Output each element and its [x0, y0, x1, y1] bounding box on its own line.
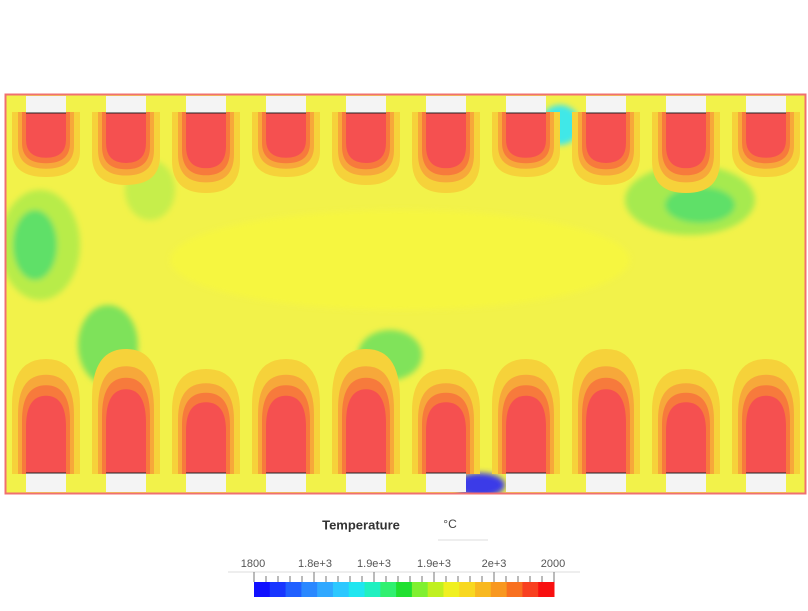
colorbar-segment [364, 582, 381, 597]
colorbar-segment [427, 582, 444, 597]
colorbar-segment [254, 582, 271, 597]
colorbar-label: 1.9e+3 [357, 558, 391, 570]
top-inlet [186, 96, 226, 113]
top-plume [586, 112, 626, 163]
patch [455, 473, 505, 493]
bottom-plume [586, 389, 626, 474]
bottom-inlet [266, 473, 306, 492]
bottom-inlet [746, 473, 786, 492]
temperature-field [6, 95, 805, 493]
top-inlet [506, 96, 546, 113]
top-plume [746, 112, 786, 158]
bottom-plume [346, 389, 386, 474]
colorbar-segment [332, 582, 350, 597]
patch [13, 210, 57, 280]
top-plume [26, 112, 66, 158]
bottom-inlet [666, 473, 706, 492]
top-inlet [666, 96, 706, 113]
top-inlet [106, 96, 146, 113]
top-inlet [746, 96, 786, 113]
bottom-inlet [506, 473, 546, 492]
colorbar-segment [538, 582, 555, 597]
top-plume [106, 112, 146, 163]
top-plume [426, 112, 466, 169]
colorbar-label: 2e+3 [482, 558, 507, 570]
colorbar-label: 2000 [541, 558, 565, 570]
colorbar-segment [411, 582, 429, 597]
bottom-plume [26, 395, 66, 474]
bottom-plume [666, 402, 706, 474]
plumes [12, 112, 800, 474]
top-plume [666, 112, 706, 169]
colorbar-segment [285, 582, 302, 597]
domain-border [4, 93, 807, 495]
nozzles [26, 96, 786, 492]
top-plume [346, 112, 386, 163]
colorbar-segment [443, 582, 460, 597]
top-inlet [426, 96, 466, 113]
colorbar-segment [301, 582, 318, 597]
top-plume [186, 112, 226, 169]
bottom-inlet [586, 473, 626, 492]
colorbar-segment [522, 582, 539, 597]
top-inlet [346, 96, 386, 113]
colorbar-segment [490, 582, 508, 597]
bottom-inlet [346, 473, 386, 492]
colorbar-label: 1.8e+3 [298, 558, 332, 570]
bottom-plume [426, 402, 466, 474]
colorbar-segment [348, 582, 366, 597]
colorbar-segment [506, 582, 523, 597]
colorbar: 1800 1.8e+3 1.9e+3 1.9e+3 2e+3 2000 [241, 558, 565, 597]
bottom-inlet [426, 473, 466, 492]
colorbar-segment [459, 582, 476, 597]
colorbar-segment [475, 582, 492, 597]
bottom-inlet [26, 473, 66, 492]
legend-unit: °C [443, 517, 457, 531]
top-inlet [586, 96, 626, 113]
colorbar-segment [317, 582, 334, 597]
colorbar-segment [269, 582, 287, 597]
patch [170, 210, 630, 310]
bottom-plume [266, 395, 306, 474]
bottom-plume [186, 402, 226, 474]
bottom-inlet [186, 473, 226, 492]
bottom-plume [106, 389, 146, 474]
bottom-plume [746, 395, 786, 474]
top-plume [266, 112, 306, 158]
colorbar-segment [396, 582, 413, 597]
colorbar-label: 1800 [241, 558, 265, 570]
top-inlet [26, 96, 66, 113]
top-inlet [266, 96, 306, 113]
colorbar-segment [380, 582, 397, 597]
bottom-inlet [106, 473, 146, 492]
colorbar-label: 1.9e+3 [417, 558, 451, 570]
top-plume [506, 112, 546, 158]
legend-title: Temperature [322, 517, 400, 532]
bottom-plume [506, 395, 546, 474]
patch [665, 187, 735, 223]
